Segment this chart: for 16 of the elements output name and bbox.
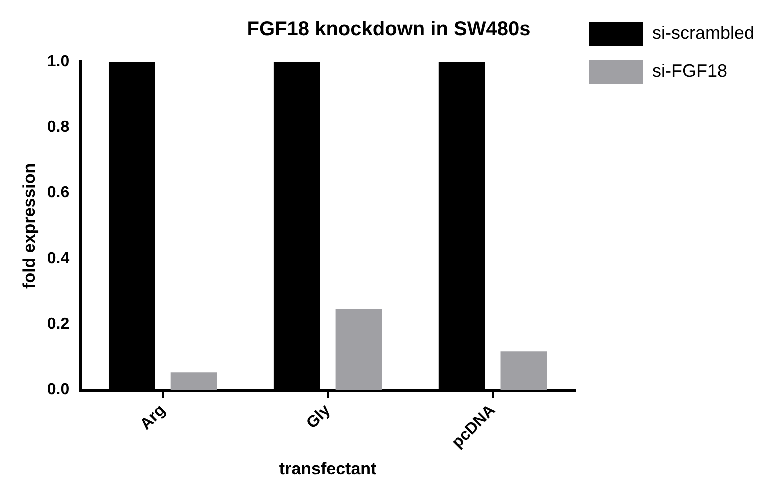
- chart-title: FGF18 knockdown in SW480s: [247, 18, 531, 41]
- y-tick-label: 0.4: [47, 250, 70, 268]
- y-tick-label: 0.8: [47, 119, 70, 136]
- y-tick-label: 0.0: [47, 382, 70, 399]
- bar: [500, 352, 548, 390]
- x-tick-label: Gly: [304, 402, 334, 432]
- legend-label: si-FGF18: [652, 60, 728, 81]
- y-tick-label: 1.0: [47, 53, 70, 70]
- x-tick-label: Arg: [138, 402, 170, 434]
- bar: [170, 372, 218, 390]
- y-tick-label: 0.2: [47, 316, 70, 334]
- y-tick-label: 0.6: [47, 184, 70, 202]
- x-axis-title: transfectant: [279, 459, 378, 478]
- bar: [336, 310, 382, 390]
- y-axis-title: fold expression: [20, 163, 39, 289]
- legend-label: si-scrambled: [652, 22, 755, 43]
